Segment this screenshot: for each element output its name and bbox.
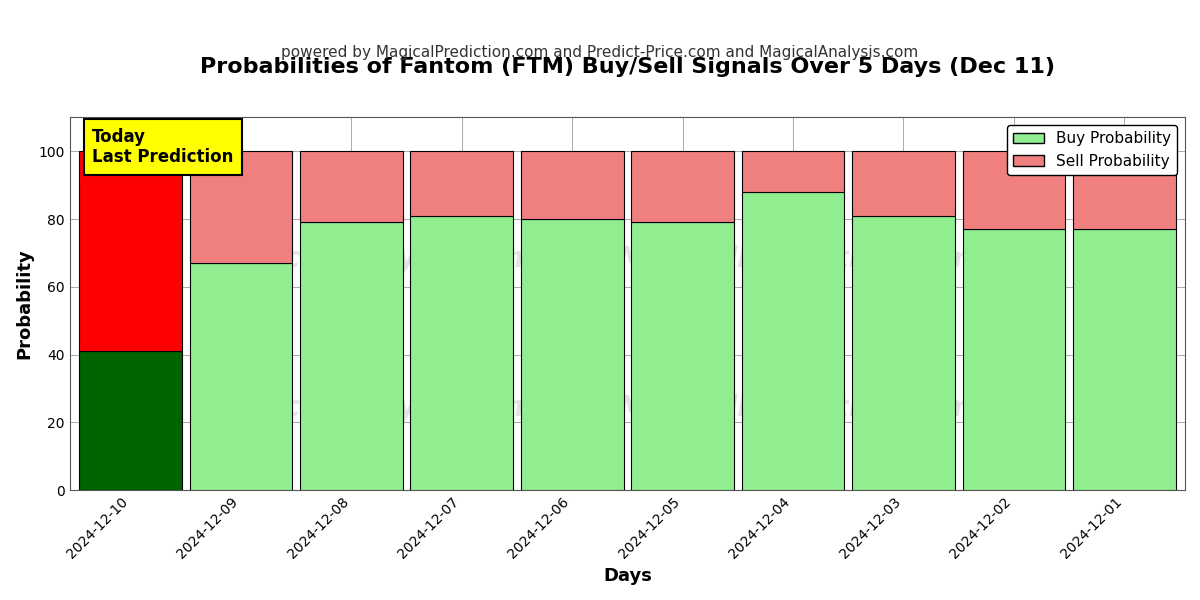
Bar: [79, 151, 182, 351]
Y-axis label: Probability: Probability: [14, 248, 34, 359]
Bar: [1073, 229, 1176, 490]
Bar: [300, 223, 403, 490]
Text: MagicalPrediction.com: MagicalPrediction.com: [617, 245, 972, 273]
Bar: [962, 151, 1066, 229]
Bar: [631, 151, 734, 223]
Bar: [190, 151, 293, 263]
Legend: Buy Probability, Sell Probability: Buy Probability, Sell Probability: [1007, 125, 1177, 175]
Bar: [742, 151, 845, 192]
Text: MagicalPrediction.com: MagicalPrediction.com: [617, 394, 972, 422]
Text: MagicalAnalysis.com: MagicalAnalysis.com: [208, 394, 534, 422]
Bar: [410, 215, 514, 490]
X-axis label: Days: Days: [602, 567, 652, 585]
Bar: [410, 151, 514, 215]
Bar: [742, 192, 845, 490]
Bar: [631, 223, 734, 490]
Bar: [852, 151, 955, 215]
Bar: [521, 151, 624, 219]
Bar: [190, 263, 293, 490]
Title: Probabilities of Fantom (FTM) Buy/Sell Signals Over 5 Days (Dec 11): Probabilities of Fantom (FTM) Buy/Sell S…: [200, 57, 1055, 77]
Text: powered by MagicalPrediction.com and Predict-Price.com and MagicalAnalysis.com: powered by MagicalPrediction.com and Pre…: [281, 45, 919, 60]
Text: Today
Last Prediction: Today Last Prediction: [92, 128, 233, 166]
Bar: [521, 219, 624, 490]
Bar: [300, 151, 403, 223]
Bar: [852, 215, 955, 490]
Text: MagicalAnalysis.com: MagicalAnalysis.com: [208, 245, 534, 273]
Bar: [962, 229, 1066, 490]
Bar: [79, 351, 182, 490]
Bar: [1073, 151, 1176, 229]
